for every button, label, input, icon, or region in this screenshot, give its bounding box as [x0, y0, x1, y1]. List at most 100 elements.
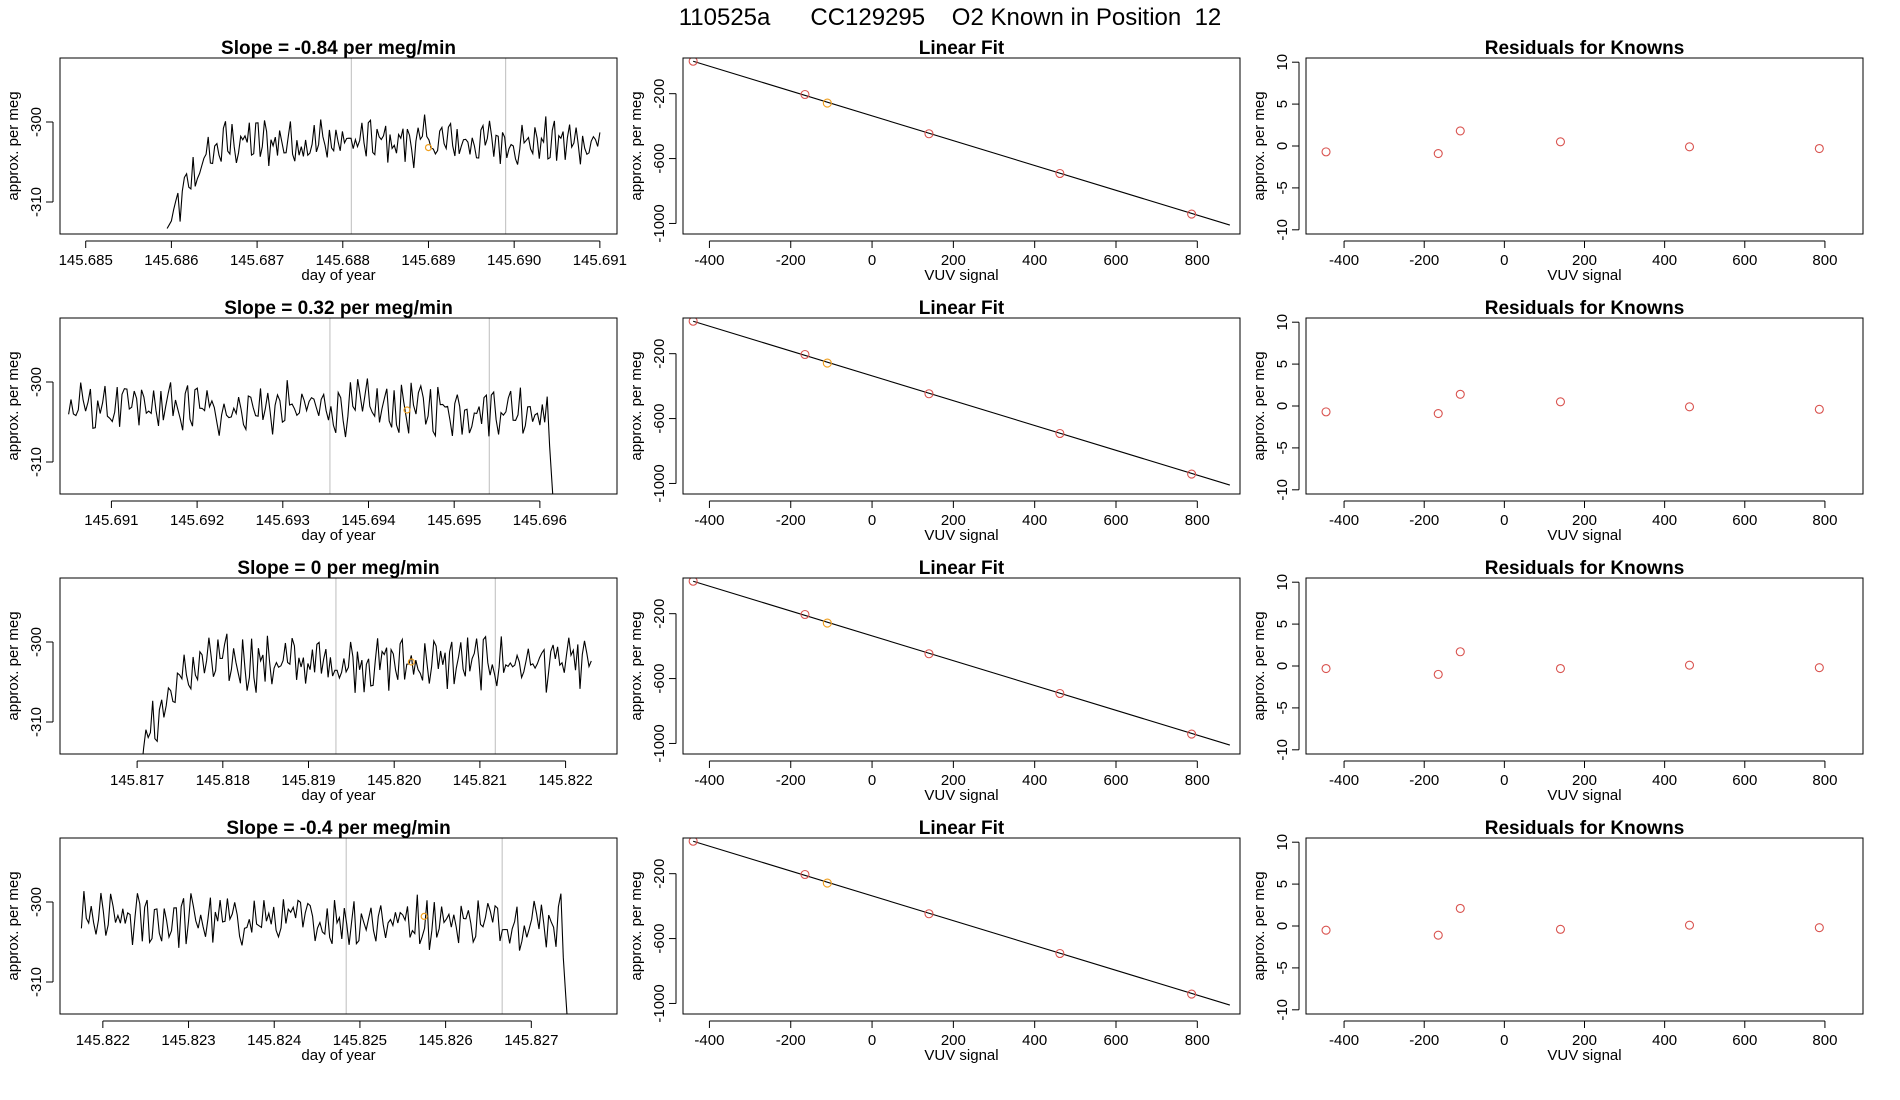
y-tick-label: -5: [1274, 701, 1291, 714]
x-tick-label: -400: [1329, 512, 1359, 529]
x-tick-label: 400: [1022, 1032, 1047, 1049]
sample-marker: [407, 658, 415, 666]
x-tick-label: -400: [1329, 252, 1359, 269]
x-tick-label: 800: [1812, 772, 1837, 789]
y-tick-label: 10: [1274, 574, 1291, 591]
x-tick-label: 800: [1185, 512, 1210, 529]
x-tick-label: -400: [694, 252, 724, 269]
known-point: [1814, 663, 1824, 673]
known-point: [1684, 402, 1695, 412]
known-point: [924, 909, 934, 919]
signal-trace: [68, 378, 554, 494]
plot-area: [688, 318, 1230, 486]
known-point: [924, 649, 934, 659]
y-tick-label: 0: [1274, 142, 1291, 150]
known-point: [688, 318, 698, 326]
x-tick-label: 200: [941, 252, 966, 269]
x-tick-label: 0: [868, 252, 876, 269]
x-tick-label: -200: [776, 252, 806, 269]
sample-marker: [403, 406, 411, 414]
x-tick-label: 145.825: [333, 1032, 387, 1049]
known-point: [688, 838, 698, 846]
x-tick-label: 200: [941, 512, 966, 529]
x-tick-label: 145.696: [513, 512, 567, 529]
plot-frame: [1305, 317, 1864, 495]
y-tick-label: -300: [28, 627, 45, 657]
sample-point: [822, 98, 832, 108]
x-tick-label: 145.695: [427, 512, 481, 529]
x-axis-label: VUV signal: [1547, 1047, 1621, 1064]
known-point: [924, 129, 934, 139]
x-axis-label: VUV signal: [924, 527, 998, 544]
fit-line: [693, 60, 1230, 226]
sample-marker: [424, 144, 433, 152]
x-tick-label: 145.687: [230, 252, 284, 269]
x-tick-label: -400: [694, 1032, 724, 1049]
x-tick-label: 145.826: [418, 1032, 472, 1049]
y-tick-label: -600: [651, 144, 668, 174]
plot-area: [166, 58, 601, 234]
known-point: [1433, 930, 1443, 940]
x-tick-label: 145.686: [144, 252, 198, 269]
panel-3-3: Residuals for Knowns -400 -200 0 200 400 600 80…: [1251, 558, 1864, 804]
panel-2-2: Linear Fit -400 -200 0 200 400 600 800 VUV signa…: [628, 298, 1241, 544]
plot-frame: [59, 317, 618, 495]
sample-marker: [420, 912, 428, 921]
plot-area: [68, 318, 554, 494]
x-tick-label: -200: [776, 512, 806, 529]
x-tick-label: 0: [868, 512, 876, 529]
panel-1-3: Residuals for Knowns -400 -200 0 200 400 600 80…: [1251, 38, 1864, 284]
panel-title: Residuals for Knowns: [1485, 558, 1685, 579]
panel-4-1: Slope = -0.4 per meg/min 145.822 145.823 14…: [5, 818, 618, 1064]
known-point: [1433, 408, 1443, 419]
y-axis-label: approx. per meg: [5, 871, 22, 980]
panel-title: Slope = -0.84 per meg/min: [221, 38, 456, 59]
known-point: [1455, 389, 1465, 399]
y-tick-label: 0: [1274, 402, 1291, 410]
signal-trace: [142, 633, 592, 754]
known-point: [1555, 137, 1566, 147]
x-tick-label: 400: [1022, 512, 1047, 529]
x-tick-label: 145.827: [504, 1032, 558, 1049]
y-tick-label: 0: [1274, 922, 1291, 930]
known-point: [1684, 660, 1695, 670]
x-tick-label: 800: [1185, 252, 1210, 269]
known-point: [1321, 147, 1331, 157]
x-tick-label: 400: [1022, 772, 1047, 789]
x-tick-label: -400: [694, 772, 724, 789]
x-tick-label: 600: [1103, 512, 1128, 529]
y-tick-label: 5: [1274, 360, 1291, 368]
x-tick-label: 145.685: [59, 252, 113, 269]
y-tick-label: -310: [28, 187, 45, 217]
plot-frame: [59, 837, 618, 1015]
x-tick-label: 600: [1732, 512, 1757, 529]
known-point: [1187, 729, 1197, 739]
known-point: [800, 609, 810, 620]
x-tick-label: 0: [1500, 1032, 1508, 1049]
fit-line: [693, 840, 1230, 1006]
plot-frame: [59, 577, 618, 755]
y-tick-label: 5: [1274, 880, 1291, 888]
y-axis-label: approx. per meg: [628, 91, 645, 200]
x-tick-label: 200: [1572, 252, 1597, 269]
y-tick-label: -300: [28, 887, 45, 917]
x-tick-label: -400: [694, 512, 724, 529]
known-point: [924, 389, 934, 399]
x-tick-label: 145.821: [453, 772, 507, 789]
panel-1-1: Slope = -0.84 per meg/min 145.685 145.686 1…: [5, 38, 627, 284]
y-tick-label: 5: [1274, 100, 1291, 108]
x-tick-label: 600: [1103, 252, 1128, 269]
y-tick-label: -1000: [651, 204, 668, 242]
x-tick-label: -400: [1329, 772, 1359, 789]
known-point: [1187, 469, 1197, 479]
y-tick-label: -300: [28, 107, 45, 137]
x-axis-label: day of year: [301, 267, 375, 284]
plot-area: [80, 838, 568, 1014]
plot-frame: [1305, 57, 1864, 235]
known-point: [1055, 688, 1065, 699]
x-tick-label: 0: [868, 1032, 876, 1049]
y-tick-label: 0: [1274, 662, 1291, 670]
x-tick-label: -400: [1329, 1032, 1359, 1049]
x-tick-label: 400: [1652, 512, 1677, 529]
y-tick-label: -310: [28, 967, 45, 997]
